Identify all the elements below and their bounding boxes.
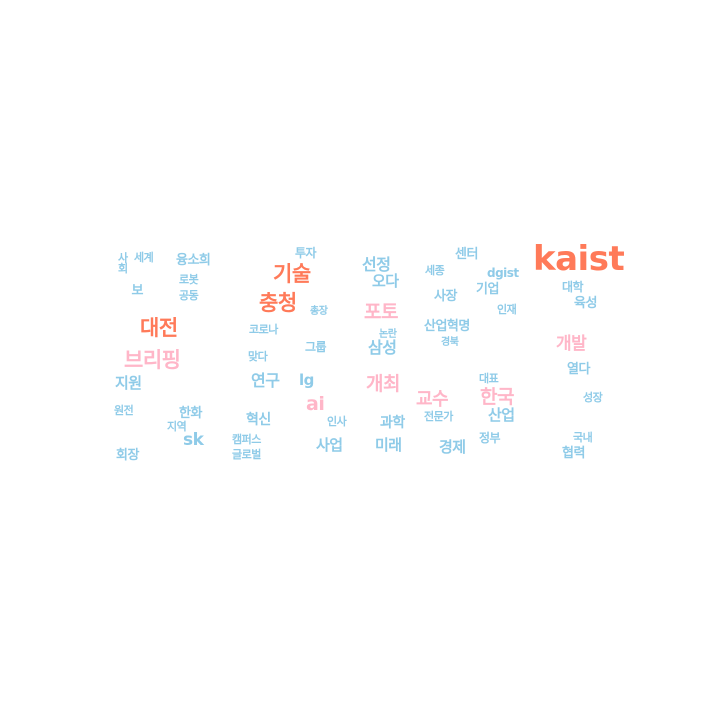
word-hanhwa: 한화	[179, 406, 202, 421]
word-hyeoksin: 혁신	[246, 412, 271, 428]
word-chongjang: 총장	[310, 306, 328, 317]
word-lg: lg	[299, 371, 314, 389]
word-gyeongbuk: 경북	[441, 337, 459, 348]
word-daepyo: 대표	[479, 372, 499, 385]
word-jiwon: 지원	[115, 374, 142, 392]
word-daehak: 대학	[562, 280, 584, 294]
word-yukseong: 육성	[574, 296, 597, 311]
word-campus: 캠퍼스	[232, 433, 261, 446]
word-robot: 로봇	[179, 273, 199, 286]
word-ai: ai	[306, 393, 325, 415]
word-yeongu: 연구	[251, 371, 280, 390]
word-nonran: 논란	[379, 329, 397, 340]
word-gyeongje: 경제	[439, 438, 466, 456]
word-gwahak: 과학	[380, 415, 405, 431]
word-gieop: 기업	[476, 282, 499, 297]
word-saneophyeongmyeong: 산업혁명	[424, 319, 470, 334]
word-hanguk: 한국	[480, 386, 514, 408]
word-jiyeok: 지역	[167, 420, 187, 433]
word-gaebal: 개발	[556, 334, 587, 354]
word-saeop: 사업	[316, 436, 343, 454]
word-oda: 오다	[372, 272, 399, 290]
word-seonjeong: 선정	[362, 255, 391, 274]
word-tuja: 투자	[295, 246, 317, 260]
word-gongdong: 공동	[179, 289, 199, 302]
word-seongjang: 성장	[583, 391, 603, 404]
word-geurup: 그룹	[305, 340, 327, 354]
word-sk: sk	[183, 430, 204, 450]
word-kaist: kaist	[533, 239, 625, 279]
word-sajang: 사장	[434, 289, 457, 304]
word-sejong: 세종	[425, 264, 445, 277]
word-daejeon: 대전	[140, 316, 178, 340]
word-insa: 인사	[327, 415, 347, 428]
word-jeongbu: 정부	[479, 431, 501, 445]
word-senteo: 센터	[455, 247, 478, 262]
word-briefing: 브리핑	[124, 348, 181, 372]
word-gyosu: 교수	[416, 389, 449, 410]
word-gaechoe: 개최	[366, 373, 400, 395]
word-saneop: 산업	[488, 406, 515, 424]
word-yungsohui: 융소희	[176, 253, 211, 268]
word-dgist: dgist	[487, 266, 519, 280]
word-gisul: 기술	[273, 262, 311, 286]
word-hoejang: 회장	[116, 448, 139, 463]
word-yeolda: 열다	[567, 362, 590, 377]
word-matda: 맞다	[248, 350, 268, 363]
word-injae: 인재	[497, 303, 517, 316]
word-segye: 세계	[134, 251, 154, 264]
word-mirae: 미래	[375, 436, 402, 454]
word-corona: 코로나	[249, 323, 278, 336]
word-sahoe: 사회	[116, 252, 129, 273]
word-chungcheong: 충청	[259, 291, 297, 315]
word-gungnae: 국내	[573, 431, 593, 444]
word-photo: 포토	[364, 301, 398, 323]
word-bo: 보	[128, 283, 143, 296]
word-samsung: 삼성	[368, 338, 397, 357]
word-hyeomnyeok: 협력	[562, 446, 585, 461]
word-jeonmunga: 전문가	[424, 410, 453, 423]
word-global: 글로벌	[232, 448, 261, 461]
word-wonjeon: 원전	[114, 404, 134, 417]
